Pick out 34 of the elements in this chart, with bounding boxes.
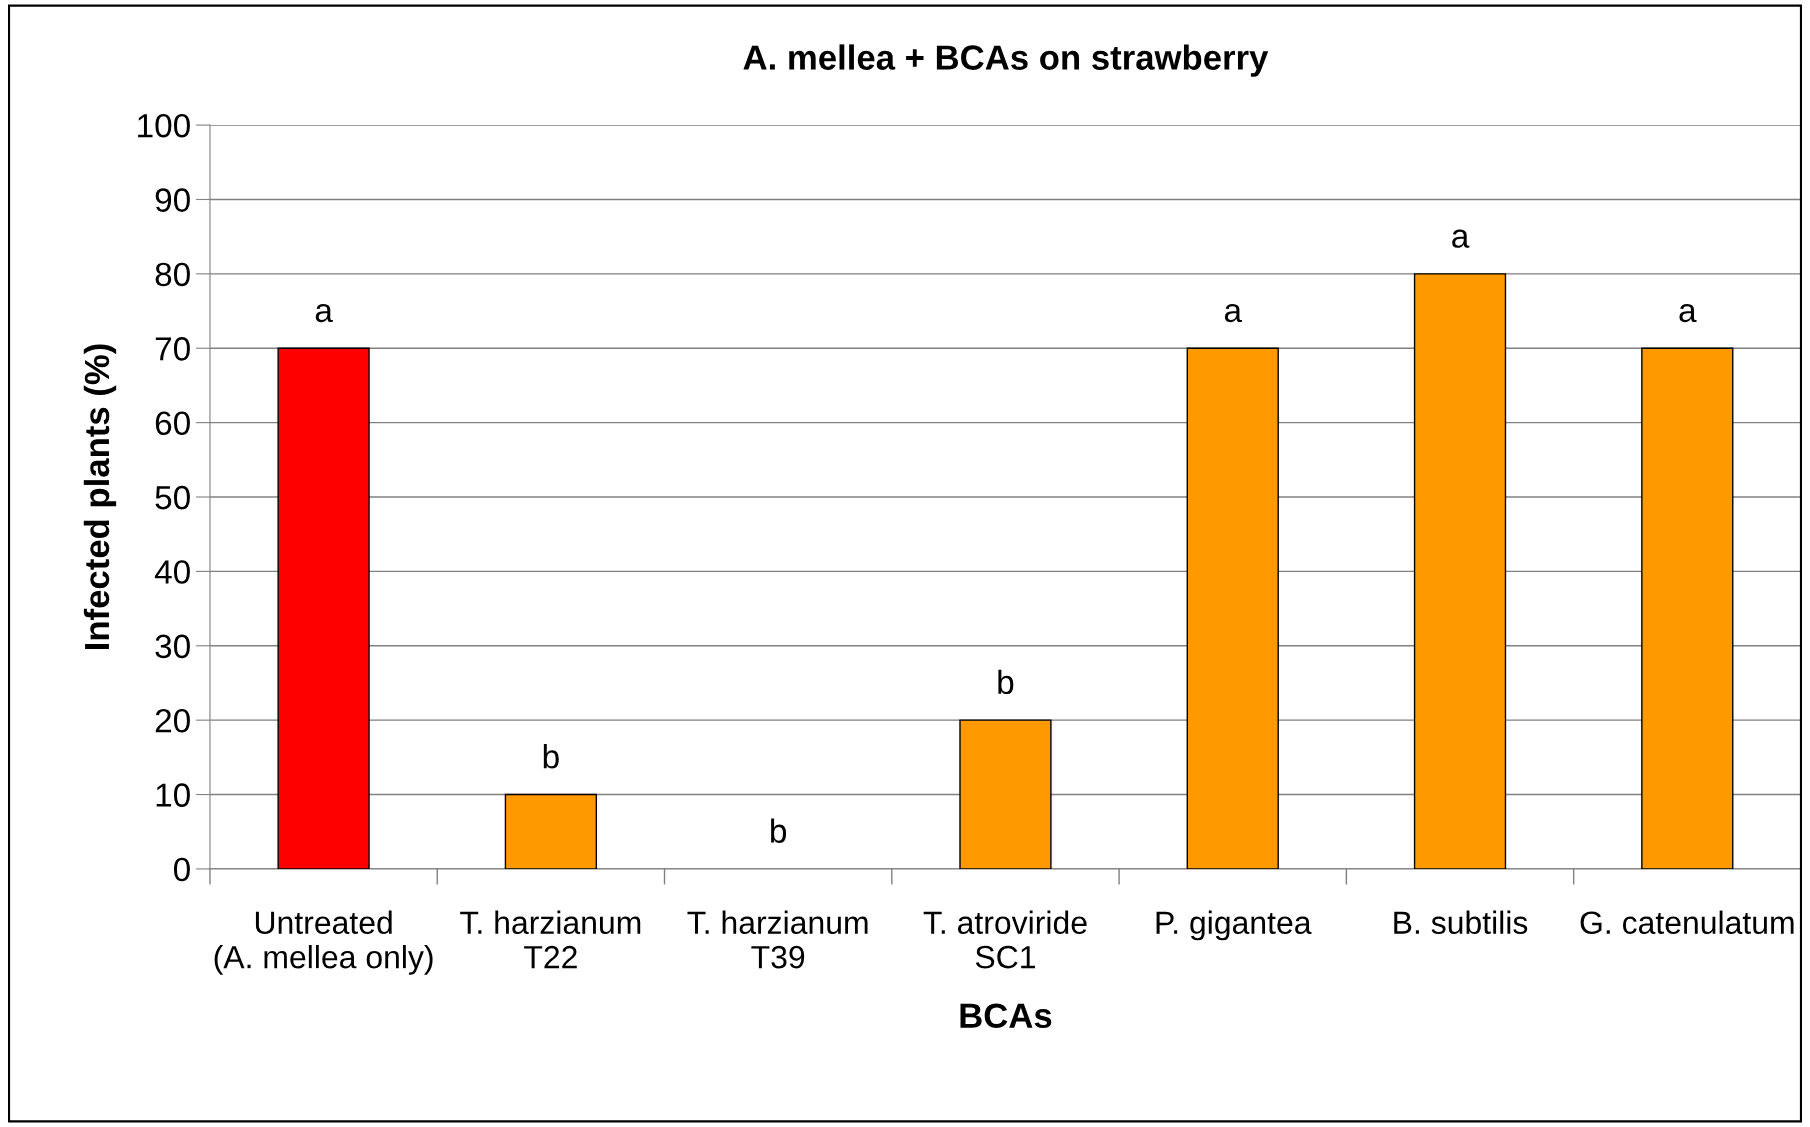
x-tick-label: B. subtilis (1394, 910, 1528, 935)
data-label: a (1224, 303, 1243, 323)
bar (959, 719, 1052, 869)
data-label: a (1452, 229, 1470, 248)
bar (1186, 347, 1279, 869)
bar (504, 793, 598, 869)
y-tick-label: 40 (154, 560, 190, 584)
bar (277, 347, 370, 869)
y-tick-label: 80 (155, 262, 190, 287)
x-tick-label: T. harzianum T39 (687, 910, 868, 969)
data-label: a (315, 303, 333, 323)
bar (1641, 347, 1734, 869)
y-tick-label: 70 (155, 337, 190, 361)
x-tick-label: P. gigantea (1156, 910, 1312, 941)
y-tick-label: 60 (155, 411, 190, 436)
y-tick-label: 30 (155, 634, 190, 659)
x-tick-label: T. harzianum T22 (460, 910, 641, 969)
x-tick-label: G. catenulatum (1580, 910, 1794, 935)
x-tick-label: T. atroviride SC1 (923, 910, 1087, 969)
bar (1413, 273, 1507, 869)
y-tick-label: 100 (138, 113, 190, 138)
y-tick-label: 90 (155, 188, 190, 212)
y-tick-label: 0 (173, 857, 190, 882)
data-label: b (771, 818, 787, 843)
y-tick-label: 50 (155, 485, 190, 510)
y-tick-label: 20 (155, 708, 190, 733)
y-tick-label: 10 (156, 783, 190, 807)
data-label: b (998, 669, 1014, 695)
y-axis-title: Infected plants (%) (83, 344, 117, 650)
x-tick-label: Untreated (A. mellea only) (214, 910, 433, 975)
x-axis-title: BCAs (960, 1003, 1052, 1029)
chart-title: A. mellea + BCAs on strawberry (743, 44, 1269, 77)
data-label: b (543, 744, 559, 769)
data-label: a (1679, 303, 1697, 323)
